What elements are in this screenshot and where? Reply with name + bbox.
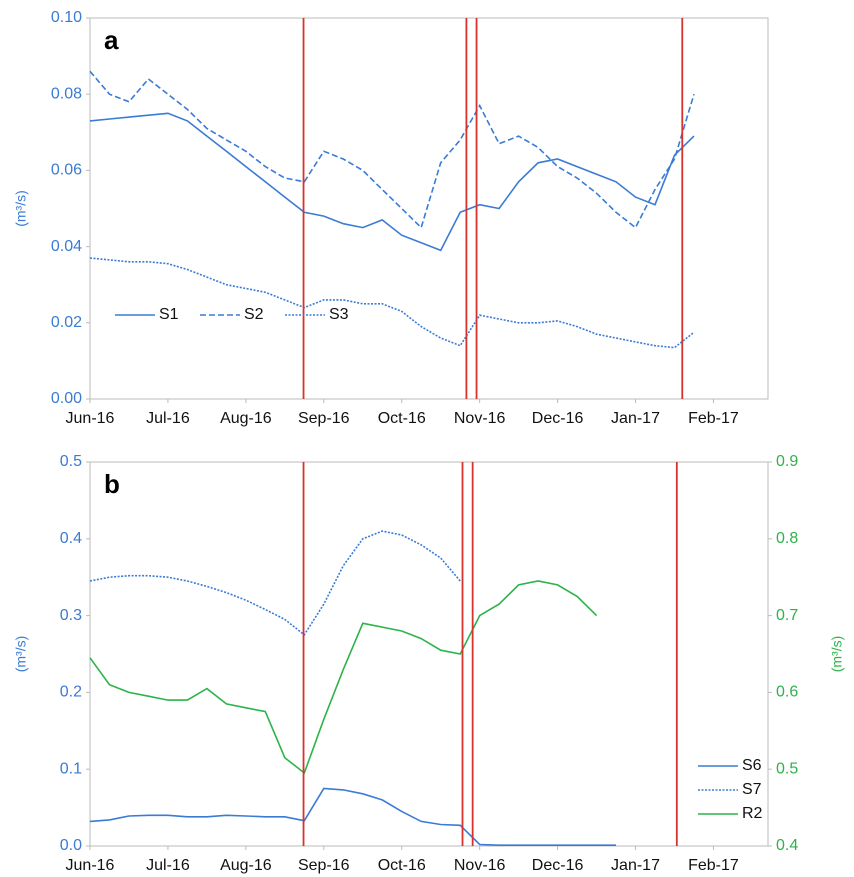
y-tick-label: 0.10 — [51, 9, 82, 26]
y2-tick-label: 0.4 — [776, 837, 798, 854]
x-tick-label: Oct-16 — [378, 410, 426, 427]
x-tick-label: Jan-17 — [611, 857, 660, 874]
y-tick-label: 0.3 — [60, 607, 82, 624]
x-tick-label: Jul-16 — [146, 857, 190, 874]
y-tick-label: 0.08 — [51, 85, 82, 102]
legend-label: S7 — [742, 781, 762, 798]
legend-label: S1 — [159, 306, 179, 323]
x-tick-label: Feb-17 — [688, 410, 739, 427]
y-tick-label: 0.4 — [60, 530, 82, 547]
x-tick-label: Jul-16 — [146, 410, 190, 427]
series-line — [89, 112, 695, 252]
y2-axis-label: (m³/s) — [829, 636, 845, 673]
x-tick-label: Jan-17 — [611, 410, 660, 427]
y-tick-label: 0.2 — [60, 684, 82, 701]
y-tick-label: 0.02 — [51, 314, 82, 331]
y-tick-label: 0.04 — [51, 238, 82, 255]
y-tick-label: 0.1 — [60, 760, 82, 777]
x-tick-label: Nov-16 — [454, 410, 506, 427]
series-line — [89, 70, 695, 230]
x-tick-label: Dec-16 — [532, 857, 584, 874]
legend-label: S3 — [329, 306, 349, 323]
x-tick-label: Dec-16 — [532, 410, 584, 427]
y-axis-label: (m³/s) — [13, 636, 29, 673]
y2-tick-label: 0.8 — [776, 530, 798, 547]
series-line — [89, 580, 598, 775]
legend-label: S2 — [244, 306, 264, 323]
legend-label: S6 — [742, 757, 762, 774]
series-line — [89, 530, 461, 636]
series-line — [89, 787, 616, 846]
y-tick-label: 0.5 — [60, 453, 82, 470]
plot-frame — [89, 461, 769, 847]
y2-tick-label: 0.5 — [776, 760, 798, 777]
y-axis-label: (m³/s) — [13, 190, 29, 227]
plot-frame — [89, 17, 769, 400]
x-tick-label: Feb-17 — [688, 857, 739, 874]
y2-tick-label: 0.7 — [776, 607, 798, 624]
x-tick-label: Oct-16 — [378, 857, 426, 874]
y-tick-label: 0.0 — [60, 837, 82, 854]
x-tick-label: Sep-16 — [298, 410, 350, 427]
x-tick-label: Jun-16 — [66, 857, 115, 874]
series-line — [89, 257, 695, 349]
y2-tick-label: 0.9 — [776, 453, 798, 470]
x-tick-label: Jun-16 — [66, 410, 115, 427]
x-tick-label: Sep-16 — [298, 857, 350, 874]
x-tick-label: Aug-16 — [220, 410, 272, 427]
panel-label: a — [104, 25, 119, 55]
panel-label: b — [104, 469, 120, 499]
y-tick-label: 0.06 — [51, 162, 82, 179]
y2-tick-label: 0.6 — [776, 684, 798, 701]
y-tick-label: 0.00 — [51, 390, 82, 407]
x-tick-label: Aug-16 — [220, 857, 272, 874]
legend-label: R2 — [742, 805, 763, 822]
x-tick-label: Nov-16 — [454, 857, 506, 874]
